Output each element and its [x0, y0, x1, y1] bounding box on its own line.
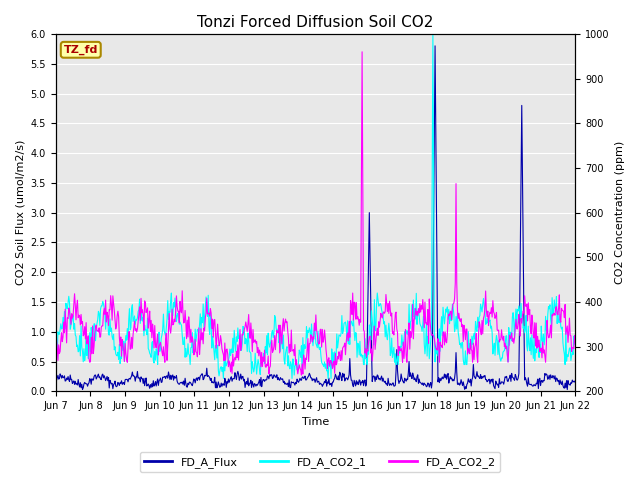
FD_A_Flux: [115, 381, 122, 386]
FD_A_CO2_2: [380, 309, 388, 315]
FD_A_Flux: [195, 374, 203, 380]
FD_A_CO2_2: [168, 323, 175, 328]
FD_A_CO2_2: [115, 314, 122, 320]
FD_A_CO2_2: [52, 339, 60, 345]
FD_A_Flux: [61, 378, 69, 384]
Y-axis label: CO2 Concentration (ppm): CO2 Concentration (ppm): [615, 141, 625, 284]
FD_A_CO2_1: [61, 326, 69, 332]
FD_A_Flux: [378, 378, 386, 384]
FD_A_Flux: [431, 43, 439, 49]
Y-axis label: CO2 Soil Flux (umol/m2/s): CO2 Soil Flux (umol/m2/s): [15, 140, 25, 285]
Line: FD_A_CO2_2: FD_A_CO2_2: [56, 52, 575, 375]
FD_A_CO2_2: [395, 344, 403, 349]
FD_A_Flux: [572, 378, 579, 384]
FD_A_CO2_1: [572, 337, 579, 343]
FD_A_CO2_1: [168, 290, 175, 296]
FD_A_Flux: [563, 387, 571, 393]
FD_A_CO2_1: [220, 375, 227, 381]
FD_A_CO2_2: [61, 306, 69, 312]
FD_A_CO2_2: [572, 340, 579, 346]
FD_A_Flux: [394, 368, 401, 373]
FD_A_CO2_1: [52, 341, 60, 347]
FD_A_CO2_1: [115, 357, 122, 362]
Text: TZ_fd: TZ_fd: [63, 45, 98, 55]
FD_A_CO2_1: [394, 361, 402, 367]
FD_A_CO2_2: [195, 325, 203, 331]
FD_A_CO2_1: [195, 330, 203, 336]
FD_A_CO2_1: [380, 313, 387, 319]
Line: FD_A_Flux: FD_A_Flux: [56, 46, 575, 390]
FD_A_CO2_2: [358, 49, 366, 55]
X-axis label: Time: Time: [302, 417, 329, 427]
FD_A_Flux: [52, 376, 60, 382]
Title: Tonzi Forced Diffusion Soil CO2: Tonzi Forced Diffusion Soil CO2: [197, 15, 434, 30]
FD_A_CO2_1: [429, 31, 436, 37]
FD_A_Flux: [168, 376, 175, 382]
Line: FD_A_CO2_1: FD_A_CO2_1: [56, 34, 575, 378]
FD_A_CO2_2: [298, 372, 305, 378]
Legend: FD_A_Flux, FD_A_CO2_1, FD_A_CO2_2: FD_A_Flux, FD_A_CO2_1, FD_A_CO2_2: [140, 452, 500, 472]
